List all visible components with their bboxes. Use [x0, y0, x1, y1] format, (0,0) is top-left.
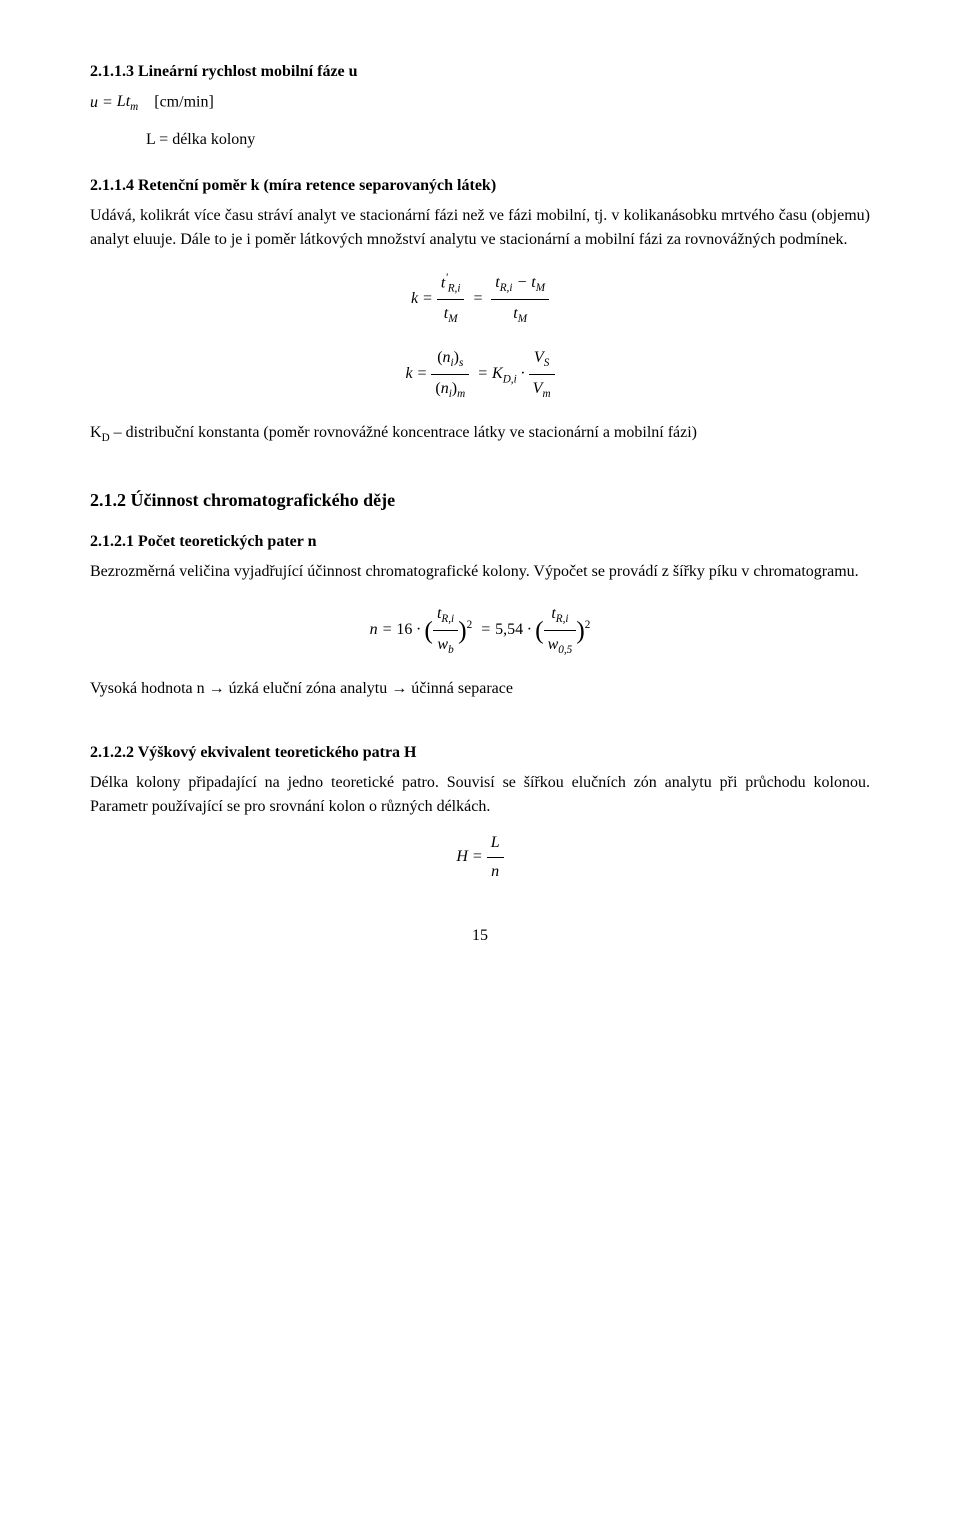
heading-2121: 2.1.2.1 Počet teoretických pater n — [90, 530, 870, 554]
eq-k1: k = t'R,itM = tR,i − tMtM — [90, 270, 870, 328]
eq-u-unit: [cm/min] — [154, 94, 214, 111]
kd-symbol: K — [90, 424, 102, 441]
kd-sub: D — [102, 432, 110, 444]
page-number: 15 — [90, 924, 870, 948]
eq-u: u = Ltm [cm/min] — [90, 90, 870, 116]
heading-212: 2.1.2 Účinnost chromatografického děje — [90, 487, 870, 514]
heading-2113: 2.1.1.3 Lineární rychlost mobilní fáze u — [90, 60, 870, 84]
p-kd: KD – distribuční konstanta (poměr rovnov… — [90, 421, 870, 447]
p-2122-1: Délka kolony připadající na jedno teoret… — [90, 771, 870, 819]
kd-rest: – distribuční konstanta (poměr rovnovážn… — [110, 424, 697, 441]
p-2121-1: Bezrozměrná veličina vyjadřující účinnos… — [90, 560, 870, 584]
p-2121-2: Vysoká hodnota n → úzká eluční zóna anal… — [90, 677, 870, 701]
eq-H: H = Ln — [90, 831, 870, 884]
p-2114-1: Udává, kolikrát více času stráví analyt … — [90, 204, 870, 252]
def-L: L = délka kolony — [146, 128, 870, 152]
eq-k2: k = (ni)s(ni)m = KD,i · VSVm — [90, 346, 870, 403]
eq-n: n = 16 · (tR,iwb)2 = 5,54 · (tR,iw0,5)2 — [90, 602, 870, 659]
heading-2114: 2.1.1.4 Retenční poměr k (míra retence s… — [90, 174, 870, 198]
heading-2122: 2.1.2.2 Výškový ekvivalent teoretického … — [90, 741, 870, 765]
